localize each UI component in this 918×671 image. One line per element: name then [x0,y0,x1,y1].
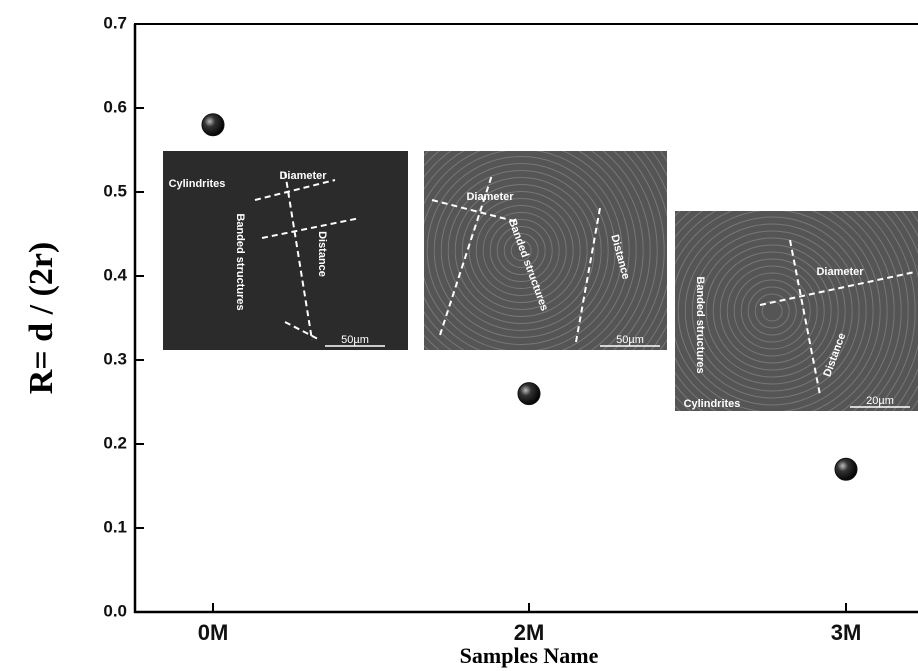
texture [385,115,657,387]
dash-line [759,271,916,306]
y-tick-label: 0.4 [103,265,127,284]
texture [692,231,852,391]
dash-line [284,321,321,341]
texture [504,234,538,268]
point [201,113,225,137]
texture [685,224,859,398]
dash-line [575,207,601,343]
dash-line [261,217,361,239]
point [834,457,858,481]
texture [706,245,838,377]
dash-line [789,239,821,396]
scale-bar-label: 20µm [866,395,894,407]
texture [476,206,566,296]
y-tick-label: 0.0 [103,601,127,620]
inset: Cylindrites Diameter Banded structures Dist… [163,151,408,350]
y-tick-label: 0.2 [103,433,127,452]
x-tick-label: 2M [514,620,545,645]
texture [455,185,587,317]
texture [657,196,887,426]
inset-label: Distance [316,231,328,277]
texture [671,210,873,412]
texture [643,182,901,440]
y-tick-label: 0.1 [103,517,127,536]
texture [434,164,608,338]
texture [636,175,908,447]
texture [664,203,880,419]
texture [713,252,831,370]
texture [748,287,796,335]
inset-label: Diameter [279,170,327,182]
texture [629,168,915,454]
y-tick-label: 0.5 [103,181,127,200]
inset-label: Cylindrites [684,398,741,410]
dash-line [431,199,519,223]
texture [441,171,601,331]
inset-image [163,151,408,350]
inset-label: Diameter [816,266,864,278]
y-tick-label: 0.7 [103,13,127,32]
dash-line [439,174,493,336]
texture [497,227,545,275]
texture [511,241,531,261]
inset-label: Cylindrites [169,178,226,190]
inset-label: Diameter [466,191,514,203]
y-axis-label: R= d / (2r) [23,242,60,395]
texture [727,266,817,356]
texture [720,259,824,363]
dash-line [254,179,336,201]
texture [462,192,580,310]
texture [399,129,643,373]
texture [483,213,559,289]
point [517,382,541,406]
inset-label: Banded structures [234,213,246,310]
texture [650,189,894,433]
texture [420,150,622,352]
y-tick-label: 0.6 [103,97,127,116]
texture [448,178,594,324]
x-axis-label: Samples Name [460,643,599,668]
scale-bar-label: 50µm [341,334,369,346]
texture [427,157,615,345]
scale-bar-label: 50µm [616,334,644,346]
texture [699,238,845,384]
texture [413,143,629,359]
texture [469,199,573,303]
inset-label: Banded structures [694,276,706,373]
x-tick-label: 3M [831,620,862,645]
texture [678,217,866,405]
texture [490,220,552,282]
texture [392,122,650,380]
texture [406,136,636,366]
texture [762,301,782,321]
dash-line [284,171,313,341]
texture [755,294,789,328]
texture [378,108,664,394]
y-tick-label: 0.3 [103,349,127,368]
x-tick-label: 0M [198,620,229,645]
texture [734,273,810,349]
